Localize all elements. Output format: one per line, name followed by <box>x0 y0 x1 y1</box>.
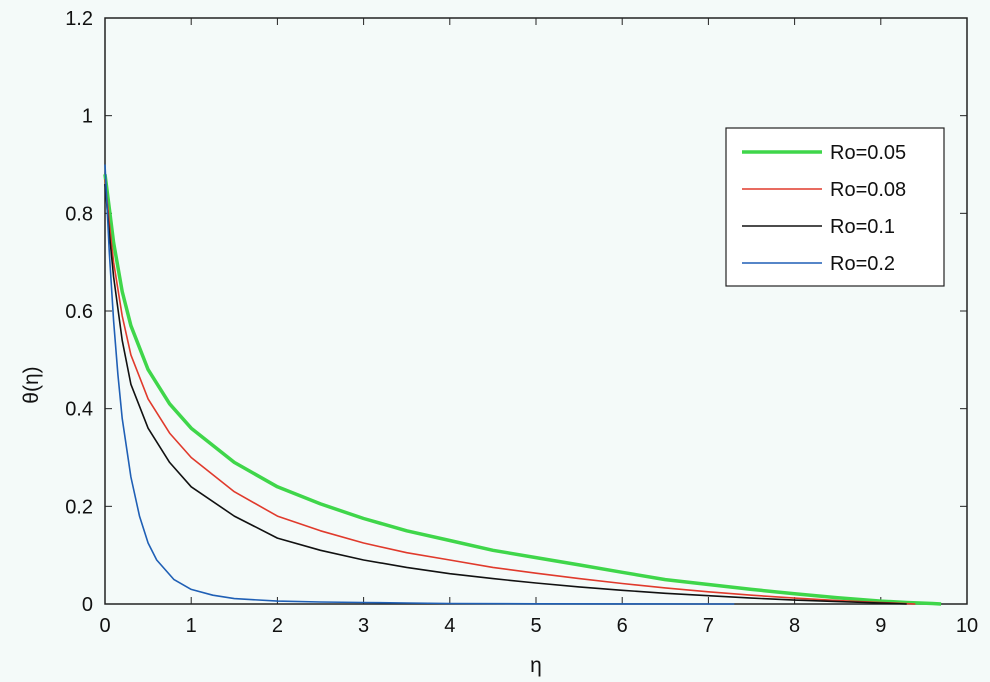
x-tick-label: 7 <box>703 615 714 637</box>
x-tick-label: 10 <box>956 615 978 637</box>
y-tick-label: 0 <box>82 594 93 616</box>
series-line-1 <box>104 179 916 605</box>
x-tick-label: 1 <box>186 615 197 637</box>
y-axis-ticks: 0 0.2 0.4 0.6 0.8 1 1.2 <box>65 8 967 616</box>
plot-area <box>104 17 968 605</box>
x-axis-label: η <box>530 654 542 677</box>
x-tick-label: 3 <box>358 615 369 637</box>
series-line-2 <box>104 183 907 605</box>
y-tick-label: 1.2 <box>65 8 93 30</box>
x-tick-label: 4 <box>444 615 455 637</box>
legend-box <box>725 127 945 287</box>
series-line-0 <box>103 174 942 606</box>
legend-label-1: Ro=0.08 <box>830 179 906 201</box>
legend-label-2: Ro=0.1 <box>830 216 895 238</box>
series-lines <box>103 164 942 606</box>
y-axis-label: θ(η) <box>20 366 43 403</box>
legend-label-0: Ro=0.05 <box>830 142 906 164</box>
legend: Ro=0.05 Ro=0.08 Ro=0.1 Ro=0.2 <box>725 127 945 287</box>
series-line-3 <box>104 164 735 605</box>
x-tick-label: 5 <box>530 615 541 637</box>
x-tick-label: 9 <box>875 615 886 637</box>
x-tick-label: 2 <box>272 615 283 637</box>
x-tick-label: 6 <box>617 615 628 637</box>
x-tick-label: 8 <box>789 615 800 637</box>
legend-label-3: Ro=0.2 <box>830 253 895 275</box>
y-tick-label: 1 <box>82 106 93 128</box>
y-tick-label: 0.2 <box>65 496 93 518</box>
y-tick-label: 0.8 <box>65 203 93 225</box>
x-axis-ticks: 0 1 2 3 4 5 6 7 8 9 10 <box>99 18 978 637</box>
y-tick-label: 0.6 <box>65 301 93 323</box>
x-tick-label: 0 <box>99 615 110 637</box>
y-tick-label: 0.4 <box>65 399 93 421</box>
